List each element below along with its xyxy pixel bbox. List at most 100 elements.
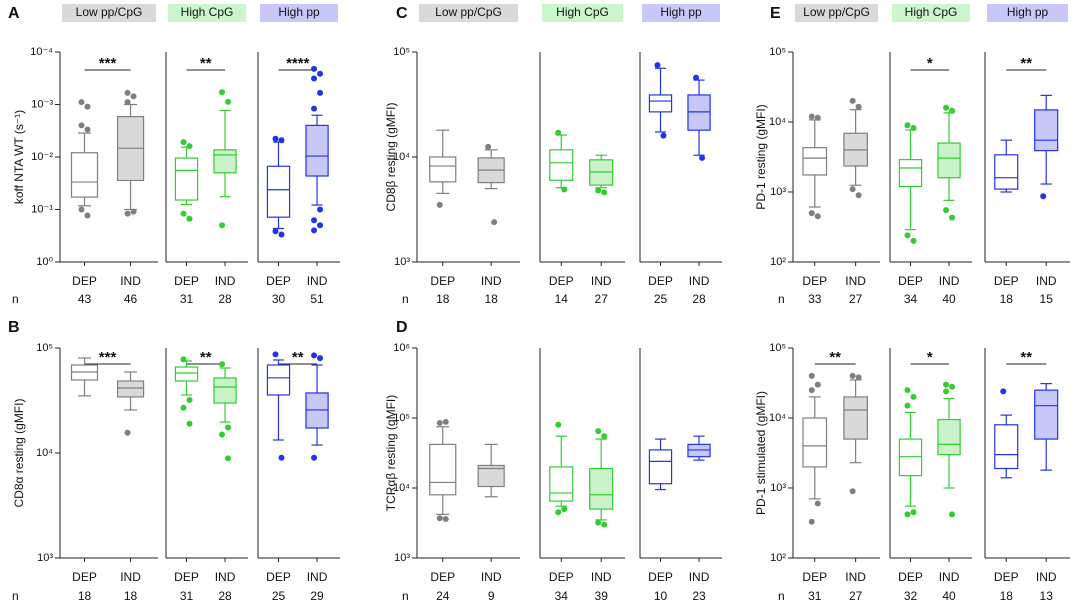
x-tick-label: IND — [120, 570, 141, 584]
outlier — [186, 420, 193, 427]
n-value: 30 — [272, 292, 286, 306]
panel-letter: E — [770, 5, 781, 22]
outlier — [949, 214, 956, 221]
outlier — [272, 228, 279, 235]
y-tick-label: 10⁴ — [769, 116, 786, 128]
outlier — [311, 65, 318, 72]
outlier — [555, 509, 562, 516]
group-header-label: Low pp/CpG — [76, 5, 143, 19]
outlier — [225, 424, 232, 431]
box — [843, 396, 868, 440]
panel-letter: A — [8, 5, 20, 22]
y-tick-label: 10² — [770, 256, 786, 268]
significance: ** — [200, 349, 212, 366]
outlier — [311, 227, 318, 234]
group-header-label: High CpG — [905, 5, 958, 19]
outlier — [943, 207, 950, 214]
outlier — [561, 186, 568, 193]
n-value: 18 — [436, 292, 450, 306]
group-header — [168, 4, 246, 22]
group-header — [987, 4, 1068, 22]
outlier — [84, 103, 91, 110]
n-label: n — [12, 292, 19, 306]
outlier — [84, 126, 91, 133]
box — [589, 467, 614, 510]
x-tick-label: DEP — [898, 570, 923, 584]
outlier — [601, 189, 608, 196]
x-tick-label: DEP — [994, 274, 1019, 288]
significance: ** — [200, 55, 212, 72]
y-axis-label: TCRαβ resting (gMFI) — [384, 395, 398, 512]
x-tick-label: IND — [591, 274, 612, 288]
x-tick-label: IND — [939, 274, 960, 288]
n-value: 25 — [654, 292, 668, 306]
box — [266, 165, 291, 218]
y-tick-label: 10³ — [394, 552, 410, 564]
outlier — [186, 396, 193, 403]
outlier — [1040, 193, 1047, 200]
n-value: 40 — [942, 292, 956, 306]
outlier — [130, 93, 137, 100]
group-header-label: Low pp/CpG — [803, 5, 870, 19]
box — [116, 380, 145, 398]
outlier — [693, 74, 700, 81]
x-tick-label: IND — [120, 274, 141, 288]
outlier — [124, 210, 131, 217]
significance: ** — [1020, 349, 1032, 366]
x-tick-label: IND — [307, 570, 328, 584]
outlier — [317, 70, 324, 77]
x-tick-label: IND — [689, 570, 710, 584]
n-label: n — [402, 589, 409, 603]
n-value: 32 — [904, 589, 918, 603]
n-value: 51 — [310, 292, 324, 306]
outlier — [124, 89, 131, 96]
outlier — [808, 387, 815, 394]
x-tick-label: IND — [845, 570, 866, 584]
outlier — [855, 374, 862, 381]
n-value: 27 — [595, 292, 609, 306]
x-tick-label: DEP — [549, 570, 574, 584]
y-tick-label: 10² — [770, 552, 786, 564]
box — [213, 377, 237, 404]
significance: *** — [99, 55, 117, 72]
outlier — [317, 89, 324, 96]
outlier — [180, 139, 187, 146]
box — [70, 152, 99, 198]
x-tick-label: DEP — [72, 570, 97, 584]
x-tick-label: DEP — [430, 570, 455, 584]
panel-letter: D — [396, 319, 408, 336]
outlier — [808, 113, 815, 120]
outlier — [849, 186, 856, 193]
x-tick-label: DEP — [549, 274, 574, 288]
outlier — [814, 213, 821, 220]
y-axis-label: PD-1 resting (gMFI) — [754, 104, 768, 209]
box — [549, 466, 574, 502]
outlier — [278, 454, 285, 461]
x-tick-label: IND — [215, 274, 236, 288]
n-value: 9 — [488, 589, 495, 603]
y-axis-label: PD-1 stimulated (gMFI) — [754, 391, 768, 515]
n-value: 34 — [555, 589, 569, 603]
outlier — [186, 215, 193, 222]
x-tick-label: DEP — [266, 274, 291, 288]
y-axis-label: CD8β resting (gMFI) — [384, 103, 398, 212]
box — [898, 159, 923, 188]
y-tick-label: 10³ — [770, 186, 786, 198]
group-header-label: High pp — [1007, 5, 1049, 19]
x-tick-label: IND — [845, 274, 866, 288]
x-tick-label: IND — [481, 274, 502, 288]
n-value: 15 — [1040, 292, 1054, 306]
n-value: 18 — [124, 589, 138, 603]
box — [305, 124, 329, 177]
outlier — [910, 393, 917, 400]
n-value: 18 — [1000, 589, 1014, 603]
outlier — [219, 361, 226, 368]
n-value: 14 — [555, 292, 569, 306]
box — [687, 94, 711, 131]
n-value: 25 — [272, 589, 286, 603]
n-value: 18 — [1000, 292, 1014, 306]
outlier — [949, 383, 956, 390]
outlier — [654, 62, 661, 69]
outlier — [272, 135, 279, 142]
